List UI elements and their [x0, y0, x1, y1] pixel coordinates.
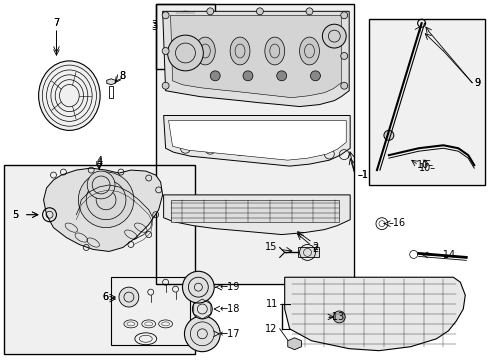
- Text: ←18: ←18: [219, 304, 239, 314]
- Text: 10–: 10–: [418, 163, 435, 173]
- Text: 15: 15: [265, 243, 277, 252]
- Circle shape: [210, 71, 220, 81]
- Bar: [5, 166, 194, 353]
- Bar: [297, 247, 319, 257]
- Text: 8: 8: [119, 71, 125, 81]
- Bar: [170, 200, 339, 222]
- Text: 3: 3: [151, 20, 157, 30]
- Circle shape: [87, 171, 115, 199]
- Text: 4: 4: [96, 156, 102, 166]
- Circle shape: [206, 8, 213, 15]
- Circle shape: [322, 24, 346, 48]
- Circle shape: [340, 12, 347, 19]
- Circle shape: [162, 12, 169, 19]
- Text: –16: –16: [388, 218, 405, 228]
- Polygon shape: [287, 338, 301, 350]
- Text: 9: 9: [473, 78, 479, 88]
- Circle shape: [182, 271, 214, 303]
- Bar: [325, 70, 333, 82]
- Circle shape: [119, 287, 139, 307]
- Circle shape: [256, 8, 263, 15]
- Circle shape: [340, 82, 347, 89]
- Circle shape: [78, 172, 134, 228]
- Circle shape: [162, 82, 169, 89]
- Circle shape: [340, 53, 347, 59]
- Bar: [369, 20, 483, 184]
- Circle shape: [173, 11, 197, 35]
- Bar: [111, 277, 190, 345]
- Circle shape: [310, 71, 320, 81]
- Bar: [156, 5, 352, 283]
- Text: 2: 2: [312, 243, 318, 252]
- Ellipse shape: [230, 37, 249, 65]
- Circle shape: [243, 71, 252, 81]
- Text: 5: 5: [12, 210, 18, 220]
- Circle shape: [305, 8, 312, 15]
- Text: 5: 5: [12, 210, 18, 220]
- Bar: [368, 19, 484, 185]
- Circle shape: [184, 316, 220, 352]
- Text: 10–: 10–: [416, 160, 433, 170]
- Bar: [155, 4, 353, 284]
- Text: ←19: ←19: [219, 282, 239, 292]
- Text: 6: 6: [102, 292, 108, 302]
- Text: 7: 7: [53, 18, 60, 28]
- Text: 4: 4: [96, 158, 102, 168]
- Ellipse shape: [264, 37, 284, 65]
- Ellipse shape: [39, 61, 100, 130]
- Text: 3: 3: [151, 22, 157, 32]
- Text: 12: 12: [265, 324, 277, 334]
- Polygon shape: [163, 116, 349, 166]
- Polygon shape: [284, 277, 464, 351]
- Ellipse shape: [195, 37, 215, 65]
- Text: 9: 9: [473, 78, 479, 88]
- Circle shape: [383, 130, 393, 140]
- Text: –1: –1: [356, 170, 367, 180]
- Polygon shape: [170, 15, 341, 98]
- Text: –1: –1: [356, 170, 367, 180]
- Text: 8: 8: [119, 71, 125, 81]
- Text: ←17: ←17: [219, 329, 239, 339]
- Circle shape: [333, 311, 345, 323]
- Bar: [315, 55, 323, 67]
- Circle shape: [162, 48, 169, 54]
- Ellipse shape: [299, 37, 319, 65]
- Text: 11: 11: [265, 299, 277, 309]
- Polygon shape: [43, 168, 163, 251]
- Text: 6: 6: [102, 292, 108, 302]
- Text: –14: –14: [438, 251, 455, 260]
- Text: –13: –13: [326, 312, 344, 322]
- Polygon shape: [163, 11, 348, 107]
- Bar: [109, 86, 113, 98]
- Polygon shape: [168, 121, 346, 160]
- Circle shape: [192, 299, 212, 319]
- Circle shape: [276, 71, 286, 81]
- Text: 7: 7: [53, 18, 60, 28]
- Circle shape: [167, 35, 203, 71]
- Bar: [4, 165, 195, 354]
- Polygon shape: [106, 79, 115, 85]
- Bar: [155, 4, 215, 69]
- Text: 2: 2: [312, 244, 318, 255]
- Polygon shape: [163, 195, 349, 235]
